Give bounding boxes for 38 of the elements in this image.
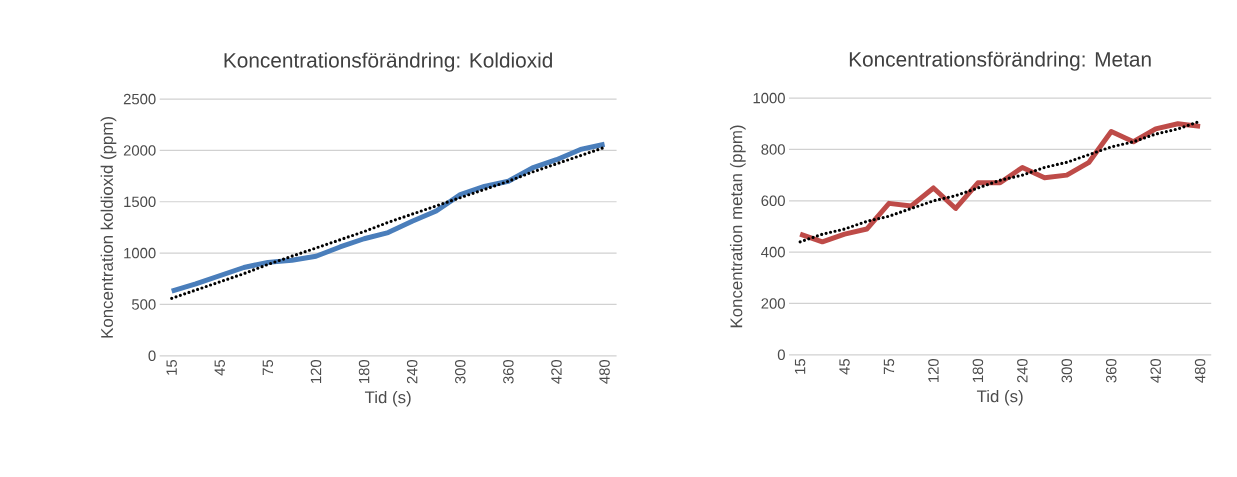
- x-tick-label: 480: [1194, 359, 1206, 383]
- y-tick-label: 800: [761, 144, 785, 155]
- y-tick-label: 1500: [124, 196, 156, 208]
- x-tick-label: 75: [883, 359, 895, 375]
- x-tick-label: 420: [551, 360, 562, 384]
- y-tick-label: 0: [148, 350, 156, 362]
- y-tick-label: 2000: [123, 145, 156, 156]
- x-tick-label: 45: [214, 360, 225, 376]
- chart-title: Koncentrationsförändring: Koldioxid: [224, 52, 552, 72]
- y-tick-label: 200: [761, 298, 785, 309]
- y-tick-label: 400: [761, 247, 785, 258]
- x-tick-label: 15: [166, 360, 177, 375]
- x-tick-label: 360: [503, 360, 514, 384]
- x-tick-label: 120: [928, 359, 939, 383]
- y-tick-label: 2500: [123, 93, 156, 105]
- x-tick-label: 45: [839, 359, 850, 375]
- y-tick-label: 500: [131, 299, 156, 310]
- x-tick-label: 15: [794, 359, 806, 374]
- x-tick-label: 240: [406, 360, 418, 384]
- x-tick-label: 300: [455, 360, 466, 384]
- x-tick-label: 300: [1061, 359, 1073, 383]
- x-tick-label: 120: [310, 360, 322, 384]
- x-axis-title: Tid (s): [364, 391, 411, 407]
- y-tick-label: 0: [777, 349, 785, 361]
- x-tick-label: 75: [262, 360, 274, 376]
- x-tick-label: 240: [1017, 359, 1028, 383]
- y-tick-label: 600: [761, 195, 785, 207]
- x-tick-label: 480: [599, 360, 610, 384]
- x-axis-title: Tid (s): [976, 390, 1023, 406]
- chart-title: Koncentrationsförändring: Metan: [849, 51, 1151, 71]
- y-axis-title: Koncentration metan (ppm): [729, 125, 746, 328]
- x-tick-label: 360: [1105, 359, 1117, 383]
- y-tick-label: 1000: [124, 247, 156, 259]
- x-tick-label: 180: [972, 359, 984, 383]
- x-tick-label: 420: [1150, 359, 1161, 383]
- y-axis-title: Koncentration koldioxid (ppm): [100, 117, 117, 338]
- y-tick-label: 1000: [753, 92, 785, 104]
- x-tick-label: 180: [358, 360, 370, 384]
